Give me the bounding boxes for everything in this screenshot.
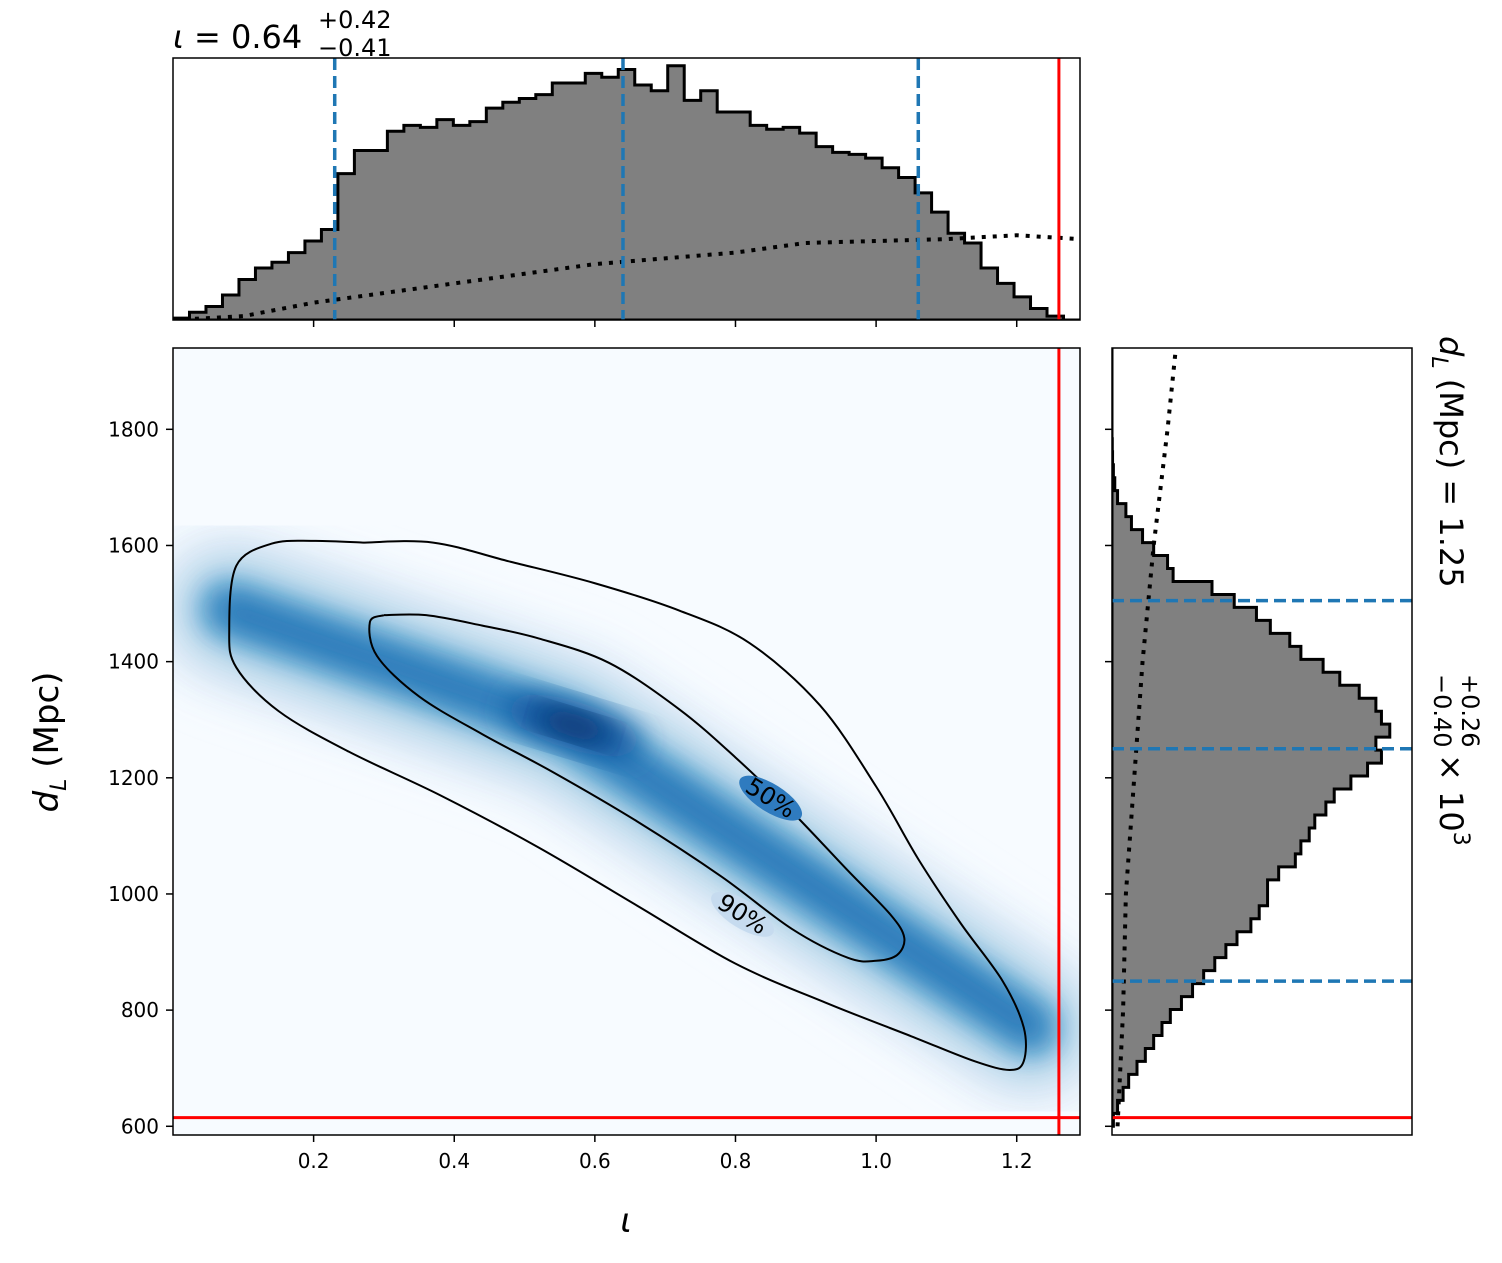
dl-title-plus: +0.26 — [1456, 674, 1484, 748]
iota-histogram — [173, 64, 1080, 320]
y-tick-label-3: 1200 — [108, 766, 159, 790]
x-tick-label-1: 0.4 — [438, 1149, 470, 1173]
x-tick-label-4: 1.0 — [860, 1149, 892, 1173]
x-tick-label-2: 0.6 — [579, 1149, 611, 1173]
iota-marginal-panel: ι = 0.64 +0.42 −0.41 — [172, 6, 1081, 327]
dl-marginal-yticks — [1105, 428, 1112, 1128]
iota-title-plus: +0.42 — [318, 6, 392, 34]
y-tick-label-0: 600 — [121, 1114, 159, 1138]
x-axis-label: ι — [620, 1201, 632, 1241]
dl-title-minus: −0.40 — [1428, 674, 1456, 748]
joint-posterior-panel: 90%50% 0.2 0.4 0.6 0.8 1.0 1.2 60080010001200… — [27, 347, 1081, 1241]
dl-marginal-frame — [1111, 347, 1413, 1136]
iota-marginal-xticks — [312, 320, 1018, 327]
y-axis-label: dL (Mpc) — [27, 672, 72, 813]
y-tick-label-2: 1000 — [108, 882, 159, 906]
iota-marginal-frame — [172, 57, 1081, 321]
contour-50pct — [368, 613, 906, 963]
y-tick-label-4: 1400 — [108, 650, 159, 674]
iota-title-minus: −0.41 — [318, 34, 392, 62]
svg-text:× 103: × 103 — [1432, 754, 1473, 846]
contour-label-bg-0 — [711, 891, 774, 937]
dl-quantile-lines — [1112, 598, 1412, 983]
y-tick-label-6: 1800 — [108, 417, 159, 441]
joint-posterior-xticks: 0.2 0.4 0.6 0.8 1.0 1.2 — [298, 1135, 1033, 1173]
contour-label-bg-1 — [739, 775, 803, 821]
svg-text:dL (Mpc) = 1.25: dL (Mpc) = 1.25 — [1426, 336, 1470, 588]
x-tick-label-0: 0.2 — [298, 1149, 330, 1173]
joint-posterior-frame — [172, 347, 1081, 1136]
dl-marginal-title: dL (Mpc) = 1.25 +0.26 −0.40 × 103 — [1426, 336, 1484, 846]
x-tick-label-3: 0.8 — [720, 1149, 752, 1173]
dl-prior-curve — [1115, 348, 1178, 1127]
y-tick-label-5: 1600 — [108, 533, 159, 557]
joint-posterior-yticks: 600 800 1000 1200 1400 1600 1800 — [108, 417, 173, 1138]
dl-marginal-panel: dL (Mpc) = 1.25 +0.26 −0.40 × 103 — [1105, 336, 1484, 1136]
contour-90pct — [228, 539, 1027, 1071]
x-tick-label-5: 1.2 — [1001, 1149, 1033, 1173]
joint-posterior-density — [173, 534, 1080, 1103]
iota-marginal-title: ι = 0.64 — [173, 18, 302, 56]
dl-histogram — [1112, 348, 1392, 1128]
iota-quantile-lines — [332, 58, 921, 320]
density-peak-core — [539, 709, 609, 742]
y-tick-label-1: 800 — [121, 998, 159, 1022]
